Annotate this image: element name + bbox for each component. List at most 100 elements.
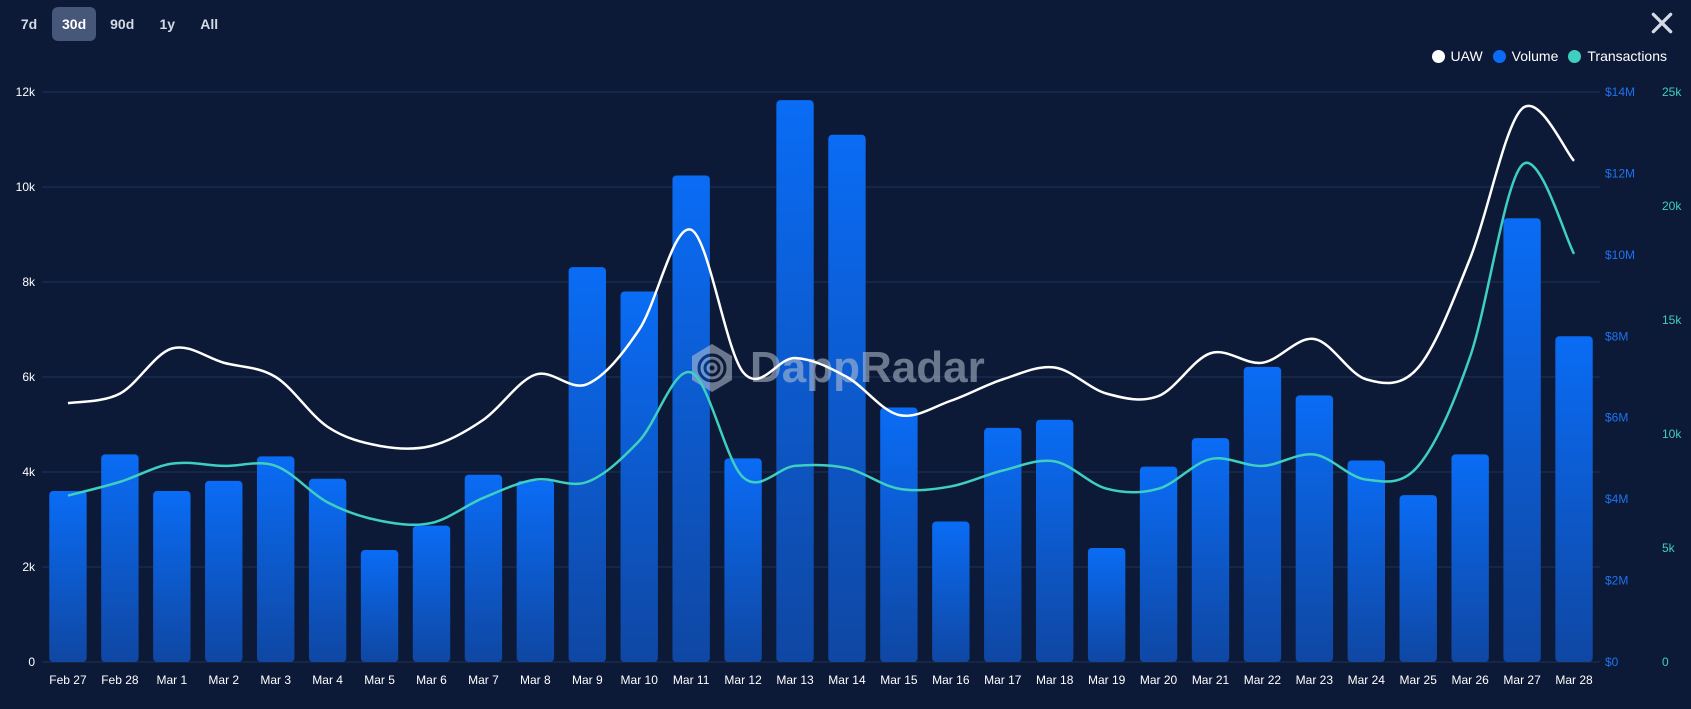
y-left-tick-label: 12k: [16, 85, 36, 99]
x-tick-label: Mar 25: [1400, 673, 1438, 687]
legend-label: Transactions: [1587, 48, 1667, 64]
y-transactions-tick-label: 25k: [1662, 85, 1682, 99]
volume-bar: [1191, 438, 1230, 662]
volume-bar: [412, 525, 451, 662]
transactions-line: [67, 161, 1576, 527]
chart-legend: UAW Volume Transactions: [1431, 48, 1667, 64]
volume-bar: [308, 478, 347, 662]
y-volume-tick-label: $4M: [1605, 492, 1628, 506]
volume-bar: [724, 458, 762, 662]
axes: 0 2k 4k 6k 8k 10k 12k $0 $2M $4M $6M $8M $10M $12M $14…: [16, 85, 1683, 687]
x-tick-label: Mar 26: [1451, 673, 1489, 687]
volume-bar: [1555, 336, 1593, 662]
volume-bar: [1139, 466, 1178, 662]
x-tick-label: Mar 27: [1503, 673, 1541, 687]
x-tick-label: Mar 18: [1036, 673, 1074, 687]
legend-label: Volume: [1511, 48, 1559, 64]
volume-bar: [1451, 454, 1489, 662]
y-transactions-tick-label: 15k: [1662, 313, 1682, 327]
uaw-line: [67, 104, 1575, 450]
x-tick-label: Mar 16: [932, 673, 970, 687]
volume-bar: [1503, 218, 1541, 662]
range-tab-1y[interactable]: 1y: [159, 16, 176, 32]
x-tick-label: Mar 6: [416, 673, 447, 687]
volume-bar: [776, 100, 814, 662]
legend-dot-icon: [1568, 49, 1582, 63]
y-left-tick-label: 10k: [16, 180, 36, 194]
x-tick-label: Mar 9: [572, 673, 603, 687]
volume-bar: [360, 550, 399, 662]
x-tick-label: Mar 3: [260, 673, 291, 687]
volume-bars: [49, 100, 1593, 662]
dappradar-logo-icon: [692, 344, 732, 392]
x-tick-label: Feb 27: [49, 673, 87, 687]
close-icon[interactable]: [1649, 10, 1675, 36]
volume-bar: [828, 134, 866, 662]
range-tab-90d[interactable]: 90d: [110, 16, 135, 32]
y-volume-tick-label: $0: [1605, 655, 1619, 669]
y-transactions-tick-label: 10k: [1662, 427, 1682, 441]
y-volume-tick-label: $12M: [1605, 166, 1635, 180]
y-transactions-tick-label: 20k: [1662, 199, 1682, 213]
x-tick-label: Mar 15: [880, 673, 918, 687]
y-volume-tick-label: $2M: [1605, 574, 1628, 588]
x-tick-label: Mar 8: [520, 673, 551, 687]
y-volume-tick-label: $10M: [1605, 248, 1635, 262]
volume-bar: [257, 456, 295, 662]
legend-item-uaw[interactable]: UAW: [1431, 48, 1483, 64]
volume-bar: [516, 480, 555, 662]
y-volume-tick-label: $6M: [1605, 411, 1628, 425]
dappradar-watermark: DappRadar: [692, 343, 985, 392]
legend-item-volume[interactable]: Volume: [1492, 48, 1559, 64]
x-tick-label: Mar 5: [364, 673, 395, 687]
volume-bar: [464, 474, 503, 662]
x-tick-label: Mar 14: [828, 673, 866, 687]
y-volume-tick-label: $8M: [1605, 329, 1628, 343]
y-volume-tick-label: $14M: [1605, 85, 1635, 99]
range-tab-30d[interactable]: 30d: [52, 7, 97, 41]
grid-lines: [42, 91, 1600, 663]
y-left-tick-label: 4k: [22, 465, 36, 479]
y-transactions-tick-label: 5k: [1662, 541, 1676, 555]
volume-bar: [880, 407, 918, 662]
volume-bar: [672, 175, 710, 662]
legend-label: UAW: [1450, 48, 1483, 64]
volume-bar: [153, 491, 191, 662]
volume-bar: [101, 454, 139, 662]
x-tick-label: Mar 19: [1088, 673, 1126, 687]
legend-item-transactions[interactable]: Transactions: [1568, 48, 1667, 64]
x-tick-label: Mar 2: [208, 673, 239, 687]
volume-bar: [205, 480, 243, 662]
volume-bar: [1399, 495, 1437, 662]
range-tab-all[interactable]: All: [200, 16, 219, 32]
volume-bar: [1087, 548, 1126, 662]
y-left-tick-label: 2k: [22, 560, 36, 574]
volume-bar: [620, 291, 658, 662]
volume-bar: [49, 491, 87, 662]
x-tick-label: Mar 1: [156, 673, 187, 687]
x-tick-label: Mar 24: [1348, 673, 1386, 687]
x-tick-label: Mar 13: [776, 673, 814, 687]
volume-bar: [984, 427, 1022, 662]
x-tick-label: Feb 28: [101, 673, 139, 687]
range-tab-7d[interactable]: 7d: [20, 16, 38, 32]
x-tick-label: Mar 17: [984, 673, 1022, 687]
volume-bar: [1243, 366, 1282, 662]
line-series: [67, 104, 1576, 527]
x-tick-label: Mar 11: [673, 673, 710, 687]
volume-bar: [568, 267, 606, 662]
x-tick-label: Mar 4: [312, 673, 343, 687]
legend-dot-icon: [1431, 49, 1445, 63]
x-tick-label: Mar 23: [1296, 673, 1334, 687]
x-tick-label: Mar 22: [1244, 673, 1282, 687]
y-transactions-tick-label: 0: [1662, 655, 1669, 669]
time-range-tabs: 7d 30d 90d 1y All: [10, 7, 228, 41]
x-tick-label: Mar 28: [1555, 673, 1593, 687]
x-tick-label: Mar 10: [621, 673, 659, 687]
legend-dot-icon: [1492, 49, 1506, 63]
x-tick-label: Mar 20: [1140, 673, 1178, 687]
volume-bar: [1036, 419, 1074, 662]
watermark-text: DappRadar: [750, 343, 985, 392]
